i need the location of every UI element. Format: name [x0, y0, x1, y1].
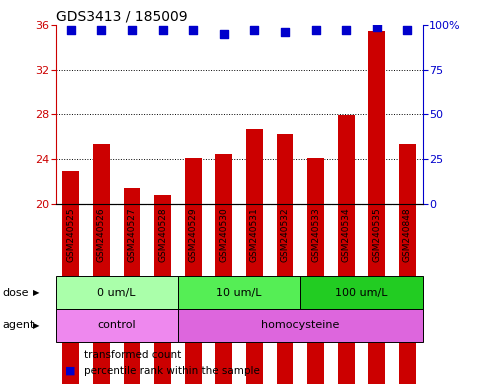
- Text: GSM240529: GSM240529: [189, 207, 198, 262]
- Text: GSM240535: GSM240535: [372, 207, 381, 262]
- Bar: [178, 276, 300, 309]
- Text: GSM240528: GSM240528: [158, 207, 167, 262]
- Bar: [246, 129, 263, 384]
- Point: [98, 27, 105, 33]
- Text: GSM240532: GSM240532: [281, 207, 289, 262]
- Bar: [300, 276, 423, 309]
- Text: GDS3413 / 185009: GDS3413 / 185009: [56, 10, 187, 24]
- Bar: [93, 144, 110, 384]
- Bar: [56, 309, 178, 342]
- Text: dose: dose: [2, 288, 29, 298]
- Point: [128, 27, 136, 33]
- Text: agent: agent: [2, 320, 35, 331]
- Text: transformed count: transformed count: [84, 350, 181, 360]
- Point: [342, 27, 350, 33]
- Text: ■: ■: [65, 350, 76, 360]
- Text: GSM240530: GSM240530: [219, 207, 228, 262]
- Bar: [56, 276, 178, 309]
- Text: ▶: ▶: [33, 321, 39, 330]
- Point: [220, 31, 227, 37]
- Text: GSM240531: GSM240531: [250, 207, 259, 262]
- Bar: [307, 158, 324, 384]
- Text: ■: ■: [65, 366, 76, 376]
- Bar: [62, 171, 79, 384]
- Point: [159, 27, 167, 33]
- Point: [251, 27, 258, 33]
- Text: homocysteine: homocysteine: [261, 320, 340, 331]
- Text: GSM240526: GSM240526: [97, 207, 106, 262]
- Text: 0 um/L: 0 um/L: [98, 288, 136, 298]
- Text: GSM240527: GSM240527: [128, 207, 137, 262]
- Bar: [178, 309, 423, 342]
- Text: percentile rank within the sample: percentile rank within the sample: [84, 366, 259, 376]
- Bar: [338, 115, 355, 384]
- Point: [67, 27, 75, 33]
- Point: [373, 24, 381, 30]
- Point: [403, 27, 411, 33]
- Bar: [277, 134, 293, 384]
- Point: [281, 29, 289, 35]
- Bar: [185, 158, 201, 384]
- Text: 100 um/L: 100 um/L: [335, 288, 388, 298]
- Text: GSM240848: GSM240848: [403, 207, 412, 262]
- Bar: [154, 195, 171, 384]
- Text: GSM240525: GSM240525: [66, 207, 75, 262]
- Text: control: control: [98, 320, 136, 331]
- Text: 10 um/L: 10 um/L: [216, 288, 262, 298]
- Text: GSM240534: GSM240534: [341, 207, 351, 262]
- Point: [312, 27, 319, 33]
- Text: ▶: ▶: [33, 288, 39, 297]
- Point: [189, 27, 197, 33]
- Text: GSM240533: GSM240533: [311, 207, 320, 262]
- Bar: [369, 31, 385, 384]
- Bar: [399, 144, 416, 384]
- Bar: [215, 154, 232, 384]
- Bar: [124, 188, 141, 384]
